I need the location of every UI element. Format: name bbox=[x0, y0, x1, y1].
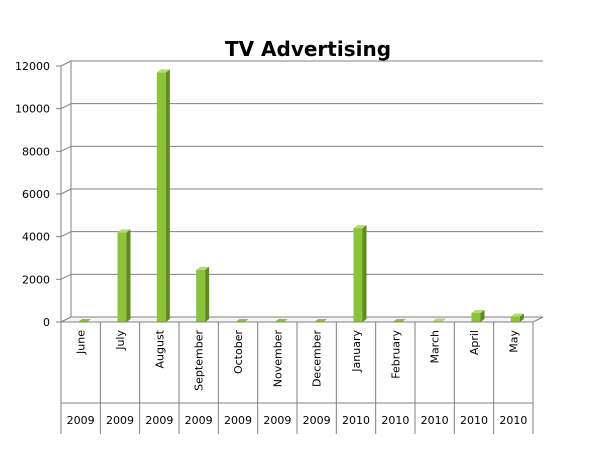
bar-top bbox=[314, 319, 328, 322]
x-tick-label-month: January bbox=[350, 330, 363, 373]
x-tick-label-year: 2010 bbox=[460, 414, 488, 427]
x-tick-label-month: October bbox=[232, 330, 245, 374]
x-tick-label-month: August bbox=[153, 329, 166, 368]
gridline-depth bbox=[60, 273, 72, 280]
y-tick-label: 2000 bbox=[22, 273, 50, 286]
bars bbox=[78, 69, 524, 323]
bar bbox=[392, 319, 406, 322]
gridline-depth bbox=[60, 188, 72, 195]
bar-side bbox=[165, 69, 170, 323]
bar-side bbox=[362, 225, 367, 322]
bar bbox=[235, 319, 249, 322]
chart-floor bbox=[60, 316, 544, 323]
x-tick-label-year: 2009 bbox=[185, 414, 213, 427]
bar-side bbox=[126, 229, 131, 322]
x-tick-label-year: 2009 bbox=[145, 414, 173, 427]
x-tick-label-month: December bbox=[311, 330, 324, 388]
chart-title: TV Advertising bbox=[225, 37, 391, 61]
x-tick-label-month: May bbox=[507, 330, 520, 353]
y-tick-label: 8000 bbox=[22, 145, 50, 158]
bar-side bbox=[519, 313, 524, 322]
bar-top bbox=[353, 225, 367, 229]
bar-front bbox=[471, 313, 481, 322]
bar-front bbox=[510, 316, 520, 322]
bar-front bbox=[117, 232, 127, 322]
x-tick-label-year: 2009 bbox=[224, 414, 252, 427]
bar bbox=[78, 319, 92, 322]
bar bbox=[156, 69, 170, 323]
x-axis: June 2009 July 2009 August 2009 September 2009 O… bbox=[60, 321, 534, 434]
y-tick-label: 10000 bbox=[15, 103, 50, 116]
grid-lines bbox=[56, 60, 544, 323]
bar bbox=[471, 310, 485, 322]
x-tick-label-year: 2009 bbox=[106, 414, 134, 427]
bar-side bbox=[480, 310, 485, 322]
bar-front bbox=[156, 72, 166, 323]
y-tick-label: 6000 bbox=[22, 188, 50, 201]
x-tick-label-year: 2010 bbox=[381, 414, 409, 427]
y-tick-label: 12000 bbox=[15, 60, 50, 73]
bar-top bbox=[235, 319, 249, 322]
x-tick-label-year: 2010 bbox=[421, 414, 449, 427]
x-tick-label-year: 2010 bbox=[342, 414, 370, 427]
bar bbox=[274, 319, 288, 322]
x-tick-label-month: February bbox=[389, 330, 402, 379]
gridline-depth bbox=[60, 145, 72, 152]
x-tick-label-year: 2009 bbox=[303, 414, 331, 427]
gridline-depth bbox=[60, 231, 72, 238]
y-axis-ticks: 0 2000 4000 6000 8000 10000 12000 bbox=[15, 60, 50, 329]
x-tick-label-month: July bbox=[114, 330, 127, 351]
x-tick-label-year: 2009 bbox=[67, 414, 95, 427]
x-tick-label-month: March bbox=[429, 330, 442, 364]
bar-front bbox=[353, 228, 363, 322]
x-tick-label-year: 2009 bbox=[263, 414, 291, 427]
bar bbox=[353, 225, 367, 322]
bar bbox=[510, 313, 524, 322]
bar-top bbox=[274, 319, 288, 322]
bar-side bbox=[205, 266, 210, 322]
bar-side bbox=[441, 318, 446, 322]
bar bbox=[314, 319, 328, 322]
gridline-depth bbox=[60, 60, 72, 67]
bar-front bbox=[196, 269, 206, 322]
x-tick-label-year: 2010 bbox=[499, 414, 527, 427]
x-tick-label-month: June bbox=[75, 330, 88, 355]
x-tick-label-month: September bbox=[193, 330, 206, 391]
x-tick-label-month: April bbox=[468, 330, 481, 355]
gridline-depth bbox=[60, 103, 72, 110]
bar-top bbox=[117, 229, 131, 233]
x-tick-label-month: November bbox=[271, 330, 284, 388]
bar-top bbox=[196, 266, 210, 270]
bar bbox=[196, 266, 210, 322]
y-tick-label: 0 bbox=[43, 316, 50, 329]
bar-top bbox=[156, 69, 170, 73]
bar-top bbox=[78, 319, 92, 322]
bar-top bbox=[432, 318, 446, 322]
bar-top bbox=[392, 319, 406, 322]
bar-top bbox=[510, 313, 524, 317]
bar-top bbox=[471, 310, 485, 314]
bar bbox=[117, 229, 131, 322]
y-tick-label: 4000 bbox=[22, 231, 50, 244]
